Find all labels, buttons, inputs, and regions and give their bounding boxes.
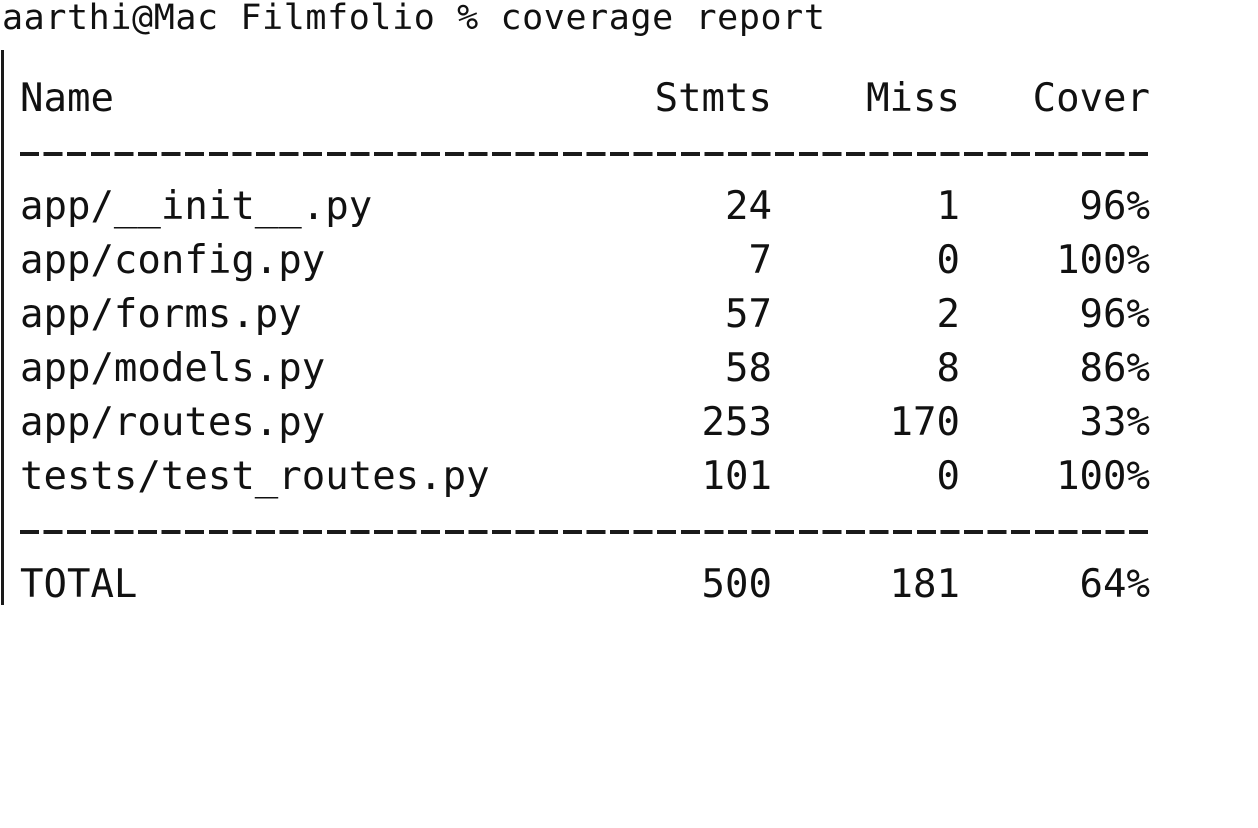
header-miss: Miss [866, 76, 960, 121]
row-name: app/forms.py [20, 292, 302, 337]
row-stmts: 24 [725, 184, 772, 229]
row-stmts: 253 [701, 400, 772, 445]
table-row: app/config.py 7 0 100% [20, 234, 1160, 288]
coverage-report-table: Name Stmts Miss Cover app/__init__.py 24… [20, 72, 1160, 612]
row-miss: 170 [889, 400, 960, 445]
row-name: app/models.py [20, 346, 326, 391]
row-stmts: 58 [725, 346, 772, 391]
row-stmts: 101 [701, 454, 772, 499]
row-cover: 100% [1056, 238, 1150, 283]
total-stmts: 500 [701, 562, 772, 607]
total-name: TOTAL [20, 562, 138, 607]
row-miss: 1 [936, 184, 960, 229]
row-stmts: 7 [748, 238, 772, 283]
table-row: app/__init__.py 24 1 96% [20, 180, 1160, 234]
row-miss: 8 [936, 346, 960, 391]
row-name: app/__init__.py [20, 184, 373, 229]
row-cover: 100% [1056, 454, 1150, 499]
row-cover: 96% [1079, 184, 1150, 229]
table-row: tests/test_routes.py 101 0 100% [20, 450, 1160, 504]
header-separator [20, 126, 1160, 180]
total-cover: 64% [1079, 562, 1150, 607]
row-cover: 86% [1079, 346, 1150, 391]
row-name: app/routes.py [20, 400, 326, 445]
row-miss: 0 [936, 454, 960, 499]
header-cover: Cover [1032, 76, 1150, 121]
table-row: app/forms.py 57 2 96% [20, 288, 1160, 342]
total-row: TOTAL 500 181 64% [20, 558, 1160, 612]
total-miss: 181 [889, 562, 960, 607]
row-cover: 96% [1079, 292, 1150, 337]
header-name: Name [20, 76, 114, 121]
table-header-row: Name Stmts Miss Cover [20, 72, 1160, 126]
terminal-prompt-line: aarthi@Mac Filmfolio % coverage report [2, 0, 826, 38]
row-name: app/config.py [20, 238, 326, 283]
table-row: app/routes.py 253 170 33% [20, 396, 1160, 450]
terminal-left-border [1, 50, 4, 605]
row-stmts: 57 [725, 292, 772, 337]
row-cover: 33% [1079, 400, 1150, 445]
row-miss: 0 [936, 238, 960, 283]
total-separator [20, 504, 1160, 558]
header-stmts: Stmts [654, 76, 772, 121]
table-row: app/models.py 58 8 86% [20, 342, 1160, 396]
row-miss: 2 [936, 292, 960, 337]
row-name: tests/test_routes.py [20, 454, 490, 499]
